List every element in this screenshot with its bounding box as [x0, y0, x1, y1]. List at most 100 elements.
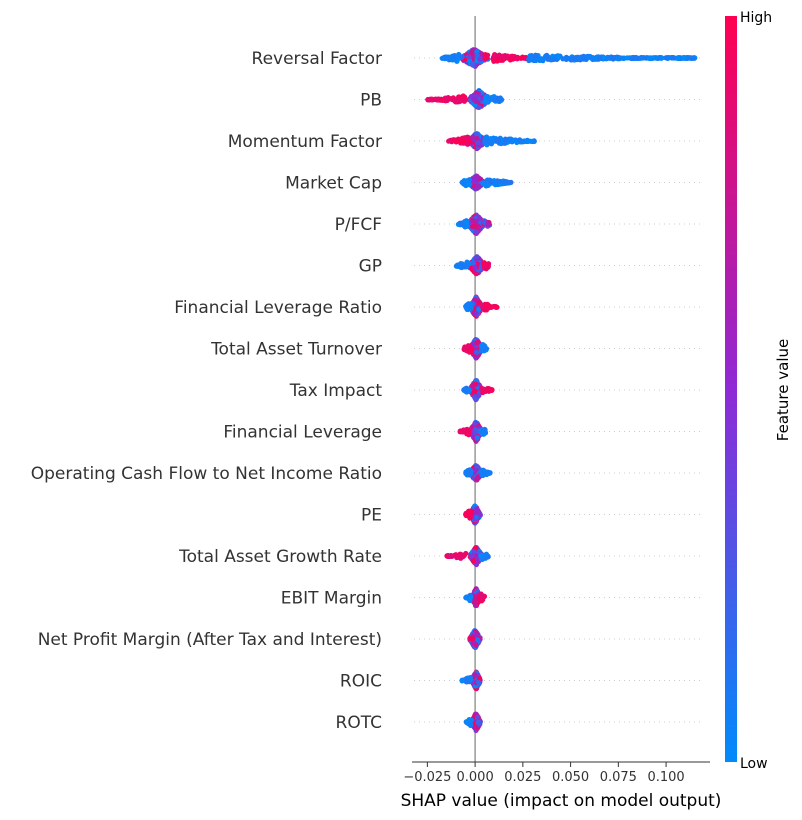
shap-point — [455, 554, 461, 560]
shap-point — [474, 339, 480, 346]
shap-point — [475, 719, 482, 725]
shap-point — [532, 52, 539, 58]
shap-point — [495, 137, 501, 143]
feature-label: GP — [359, 257, 382, 277]
shap-point — [474, 184, 480, 191]
feature-row-dots — [439, 47, 698, 69]
shap-point — [560, 56, 566, 62]
shap-point — [539, 56, 545, 63]
shap-point — [485, 222, 491, 228]
feature-label: ROTC — [336, 713, 382, 733]
feature-label: Net Profit Margin (After Tax and Interes… — [38, 630, 382, 650]
feature-row-dots — [446, 131, 537, 152]
shap-point — [555, 54, 561, 60]
shap-point — [460, 138, 466, 144]
shap-point — [474, 514, 480, 521]
shap-point — [465, 718, 471, 724]
shap-point — [486, 470, 492, 477]
shap-point — [480, 180, 486, 187]
feature-row-dots — [425, 87, 505, 111]
shap-point — [474, 254, 480, 260]
shap-point — [461, 180, 467, 186]
shap-point — [472, 264, 478, 271]
shap-point — [485, 52, 491, 58]
shap-point — [465, 301, 471, 307]
shap-point — [480, 389, 486, 395]
shap-point — [663, 55, 669, 61]
shap-point — [475, 679, 481, 685]
shap-point — [449, 137, 455, 144]
shap-point — [459, 678, 465, 684]
shap-point — [483, 134, 489, 140]
shap-point — [465, 431, 471, 437]
x-tick-label: 0.075 — [600, 770, 637, 785]
shap-point — [449, 53, 456, 59]
colorbar-high-label: High — [740, 10, 772, 26]
shap-point — [543, 53, 549, 59]
feature-row-dots — [463, 294, 500, 319]
shap-point — [473, 310, 479, 316]
shap-point — [477, 300, 483, 306]
shap-point — [491, 97, 497, 103]
shap-point — [467, 508, 473, 514]
x-tick-label: 0.100 — [647, 770, 684, 785]
shap-point — [528, 56, 535, 62]
shap-point — [615, 55, 621, 61]
shap-point — [484, 177, 491, 183]
shap-point — [469, 60, 475, 67]
shap-point — [474, 434, 480, 441]
feature-row-dots — [463, 586, 488, 609]
shap-point — [454, 262, 460, 268]
feature-label: EBIT Margin — [281, 589, 382, 609]
colorbar-title: Feature value — [774, 339, 792, 441]
shap-point — [471, 96, 477, 103]
shap-point — [528, 52, 535, 59]
shap-point — [473, 229, 479, 235]
shap-point — [461, 263, 467, 269]
shap-point — [491, 53, 498, 59]
shap-point — [649, 55, 655, 61]
shap-point — [463, 512, 469, 518]
feature-label: PE — [361, 506, 382, 526]
shap-point — [483, 262, 489, 269]
colorbar-gradient — [725, 16, 737, 762]
shap-point — [498, 53, 504, 59]
shap-point — [524, 138, 531, 145]
shap-point — [492, 182, 498, 188]
feature-label: ROIC — [340, 672, 382, 692]
shap-point — [463, 219, 469, 226]
shap-point — [639, 55, 645, 61]
shap-point — [485, 302, 491, 308]
shap-point — [624, 55, 630, 61]
shap-point — [463, 594, 469, 600]
shap-point — [466, 54, 472, 60]
shap-point — [497, 96, 503, 102]
shap-point — [459, 96, 465, 102]
shap-point — [439, 97, 446, 103]
feature-row-dots — [444, 544, 491, 568]
shap-point — [474, 463, 480, 470]
shap-point — [655, 55, 661, 61]
shap-dots — [425, 47, 698, 734]
shap-point — [474, 52, 480, 58]
shap-point — [440, 55, 446, 61]
shap-point — [476, 215, 482, 221]
shap-point — [632, 55, 639, 61]
x-axis-label: SHAP value (impact on model output) — [401, 791, 722, 811]
shap-point — [472, 388, 478, 394]
shap-point — [480, 597, 486, 603]
row-guide-lines — [414, 57, 704, 723]
shap-point — [494, 58, 500, 64]
feature-row-dots — [459, 669, 483, 692]
feature-label: Momentum Factor — [228, 132, 382, 152]
shap-point — [446, 553, 452, 559]
shap-point — [475, 637, 481, 643]
feature-label: PB — [360, 91, 382, 111]
shap-point — [502, 136, 508, 142]
shap-point — [472, 381, 479, 387]
shap-point — [606, 55, 612, 61]
shap-point — [674, 55, 680, 61]
feature-row-dots — [461, 337, 490, 361]
